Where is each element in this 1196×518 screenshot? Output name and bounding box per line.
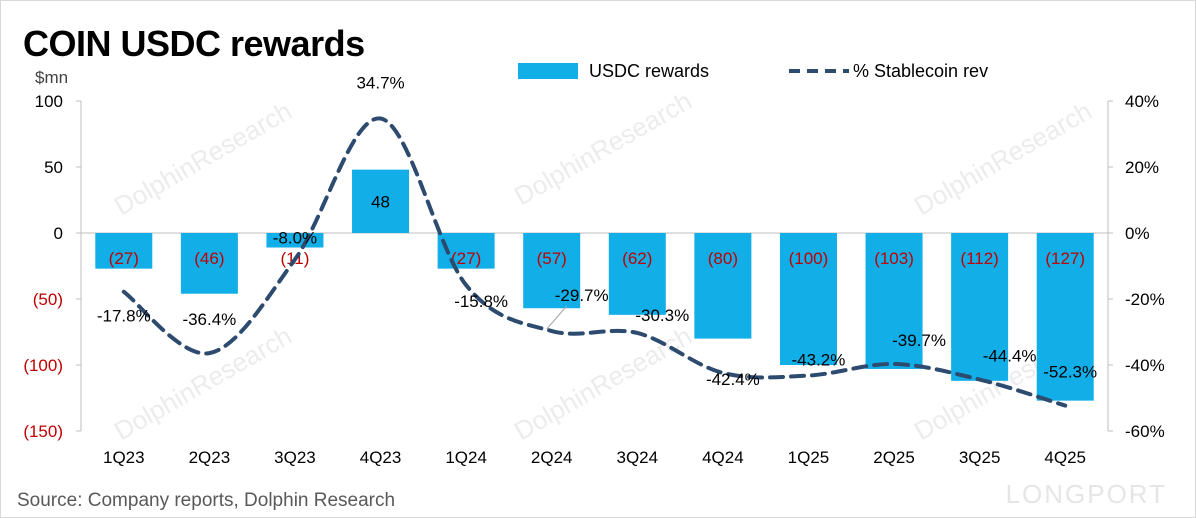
line-value-label: -52.3% xyxy=(1043,363,1097,382)
left-tick-label: (100) xyxy=(23,356,63,375)
right-tick-label: 20% xyxy=(1125,158,1159,177)
watermark-text: DolphinResearch xyxy=(909,95,1097,221)
x-tick-label: 3Q25 xyxy=(959,448,1001,467)
watermark-text: DolphinResearch xyxy=(109,95,297,221)
bar xyxy=(951,233,1009,381)
x-tick-label: 3Q24 xyxy=(616,448,658,467)
bar xyxy=(523,233,581,309)
x-tick-label: 4Q23 xyxy=(360,448,402,467)
bar-value-label: (112) xyxy=(960,249,998,268)
x-tick-label: 1Q23 xyxy=(103,448,145,467)
line-value-label: -30.3% xyxy=(635,306,689,325)
bar-value-label: (62) xyxy=(622,249,652,268)
bar-value-label: (46) xyxy=(194,249,224,268)
x-tick-label: 4Q24 xyxy=(702,448,744,467)
left-tick-label: 50 xyxy=(44,158,63,177)
bar-value-label: 48 xyxy=(371,192,390,211)
bar-value-label: (127) xyxy=(1045,249,1085,268)
bar-value-label: (57) xyxy=(537,249,567,268)
line-point xyxy=(806,374,810,378)
watermark-text: DolphinResearch xyxy=(509,320,697,446)
line-value-label: -36.4% xyxy=(182,310,236,329)
source-note: Source: Company reports, Dolphin Researc… xyxy=(17,490,396,511)
watermark-text: DolphinResearch xyxy=(109,320,297,446)
legend-label-bars: USDC rewards xyxy=(589,61,709,81)
x-tick-label: 3Q23 xyxy=(274,448,316,467)
bar-value-label: (103) xyxy=(874,249,914,268)
line-value-label: -43.2% xyxy=(792,351,846,370)
line-value-label: -39.7% xyxy=(892,331,946,350)
x-tick-label: 4Q25 xyxy=(1044,448,1086,467)
line-series-path xyxy=(121,116,1068,408)
left-tick-label: (50) xyxy=(33,290,63,309)
line-value-label: -44.4% xyxy=(983,347,1037,366)
bar-value-label: (80) xyxy=(708,249,738,268)
line-value-label: -17.8% xyxy=(97,307,151,326)
right-tick-label: 40% xyxy=(1125,92,1159,111)
bar-value-label: (27) xyxy=(109,249,139,268)
x-tick-label: 2Q25 xyxy=(873,448,915,467)
x-tick-label: 2Q24 xyxy=(531,448,573,467)
bar xyxy=(779,233,837,365)
left-tick-label: 0 xyxy=(54,224,63,243)
bar xyxy=(694,233,752,339)
bar xyxy=(180,233,238,294)
left-tick-label: (150) xyxy=(23,422,63,441)
legend-label-line: % Stablecoin rev xyxy=(853,61,988,81)
bar xyxy=(95,233,153,269)
bar xyxy=(608,233,666,315)
chart-title: COIN USDC rewards xyxy=(23,23,365,64)
left-tick-label: 100 xyxy=(35,92,63,111)
legend-swatch-bars xyxy=(518,63,578,79)
left-axis-unit: $mn xyxy=(35,68,69,87)
line-value-label: -29.7% xyxy=(555,286,609,305)
chart-svg: DolphinResearch DolphinResearch DolphinRes… xyxy=(23,61,1165,467)
brand-watermark: LONGPORT xyxy=(1005,479,1167,509)
line-value-label: -42.4% xyxy=(706,370,760,389)
x-tick-label: 1Q25 xyxy=(788,448,830,467)
line-value-label: -15.8% xyxy=(454,292,508,311)
label-leader-line xyxy=(546,305,568,330)
bar-value-label: (27) xyxy=(451,249,481,268)
line-value-label: -8.0% xyxy=(273,228,317,247)
right-tick-label: -60% xyxy=(1125,422,1165,441)
x-tick-label: 2Q23 xyxy=(189,448,231,467)
bar xyxy=(1036,233,1094,401)
bar xyxy=(865,233,923,369)
right-tick-label: 0% xyxy=(1125,224,1150,243)
bar xyxy=(352,169,410,233)
right-tick-label: -40% xyxy=(1125,356,1165,375)
line-value-label: 34.7% xyxy=(356,73,404,92)
bar-value-label: (100) xyxy=(789,249,829,268)
x-tick-label: 1Q24 xyxy=(445,448,487,467)
watermark-text: DolphinResearch xyxy=(509,85,697,211)
right-tick-label: -20% xyxy=(1125,290,1165,309)
